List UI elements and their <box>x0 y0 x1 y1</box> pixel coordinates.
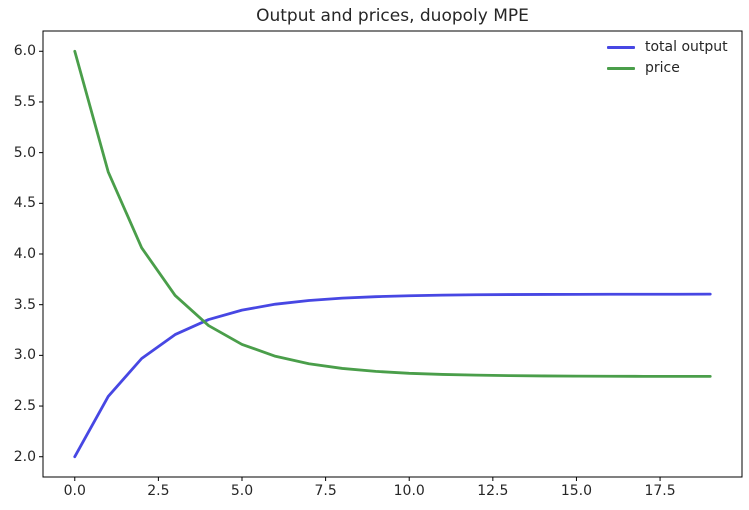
x-tick-label: 12.5 <box>477 483 509 499</box>
x-tick-label: 0.0 <box>63 483 86 499</box>
x-tick-label: 15.0 <box>560 483 593 499</box>
y-tick-label: 2.5 <box>13 398 36 415</box>
y-tick-label: 2.0 <box>13 448 36 465</box>
legend: total output price <box>607 39 728 76</box>
y-tick-label: 4.0 <box>13 246 36 262</box>
series-line-total-output <box>73 292 712 459</box>
x-tick-label: 5.0 <box>230 483 254 499</box>
x-tick-label: 17.5 <box>644 483 676 499</box>
chart-title: Output and prices, duopoly MPE <box>256 6 529 26</box>
y-tick-label: 3.0 <box>13 347 36 364</box>
legend-item-total-output: total output <box>607 39 728 55</box>
y-tick-label: 6.0 <box>13 43 36 60</box>
price-line-swatch <box>607 66 635 70</box>
x-tick-label: 7.5 <box>314 483 337 499</box>
axes-frame <box>42 30 743 478</box>
y-tick-label: 4.5 <box>13 195 36 212</box>
series-line-price <box>73 49 712 378</box>
legend-label-price: price <box>645 60 680 76</box>
legend-label-total-output: total output <box>645 39 728 55</box>
y-tick-label: 3.5 <box>13 296 36 313</box>
x-tick-label: 10.0 <box>393 483 425 499</box>
y-tick-label: 5.0 <box>13 144 36 161</box>
x-tick-label: 2.5 <box>147 483 170 499</box>
legend-item-price: price <box>607 60 728 76</box>
y-tick-label: 5.5 <box>13 93 36 110</box>
total-output-line-swatch <box>607 45 635 49</box>
